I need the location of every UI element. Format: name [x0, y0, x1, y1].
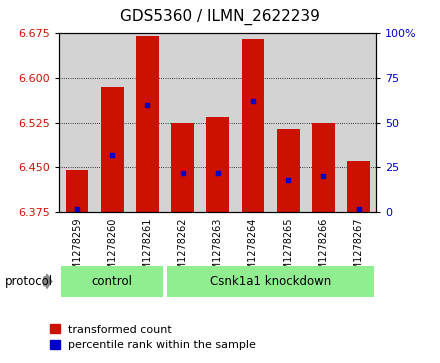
- Text: Csnk1a1 knockdown: Csnk1a1 knockdown: [210, 275, 331, 288]
- Bar: [347, 162, 370, 212]
- Bar: [341, 33, 376, 212]
- Text: control: control: [92, 275, 133, 288]
- Bar: [271, 33, 306, 212]
- Text: GDS5360 / ILMN_2622239: GDS5360 / ILMN_2622239: [120, 9, 320, 25]
- Bar: [95, 33, 130, 212]
- Bar: [242, 38, 264, 212]
- Bar: [59, 33, 95, 212]
- Bar: [200, 33, 235, 212]
- Bar: [130, 33, 165, 212]
- Bar: [101, 86, 124, 212]
- Bar: [171, 122, 194, 212]
- Bar: [206, 117, 229, 212]
- Bar: [66, 170, 88, 212]
- FancyBboxPatch shape: [167, 266, 374, 297]
- Bar: [312, 122, 335, 212]
- Bar: [306, 33, 341, 212]
- FancyBboxPatch shape: [61, 266, 163, 297]
- Bar: [235, 33, 271, 212]
- Legend: transformed count, percentile rank within the sample: transformed count, percentile rank withi…: [50, 325, 257, 350]
- Bar: [165, 33, 200, 212]
- Bar: [136, 36, 159, 212]
- Bar: [277, 129, 300, 212]
- Text: protocol: protocol: [4, 275, 52, 288]
